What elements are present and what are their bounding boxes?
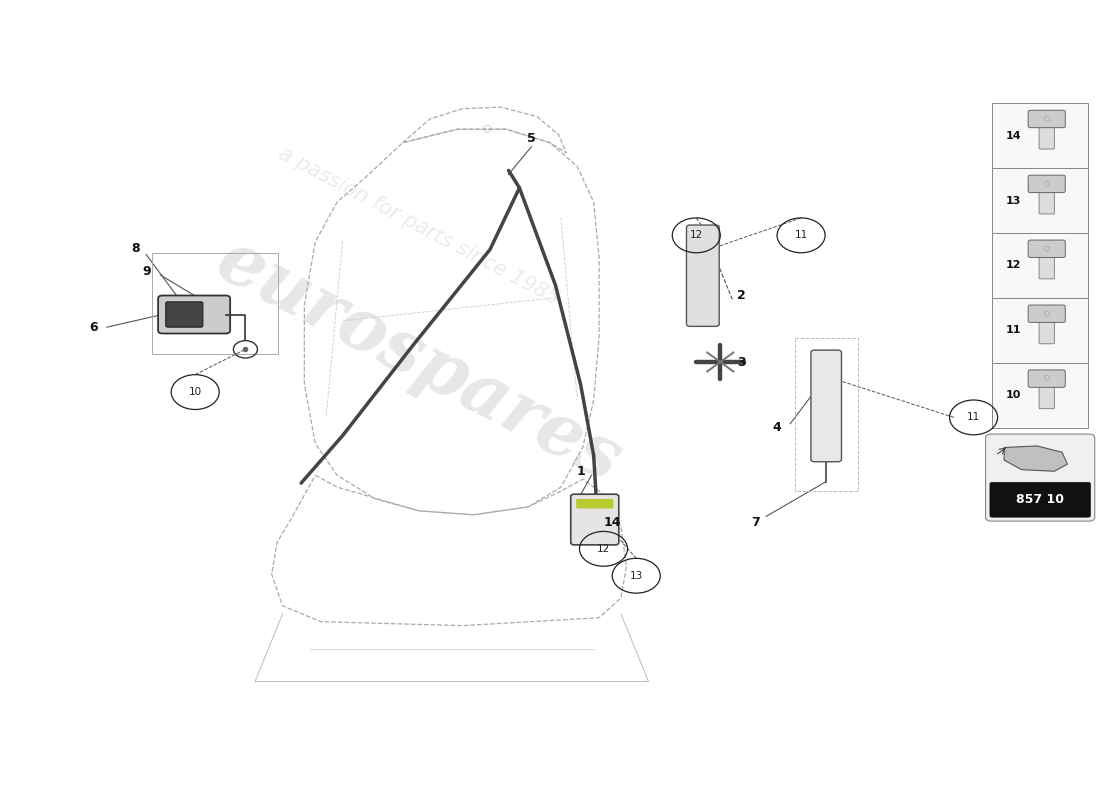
Text: 5: 5 xyxy=(527,132,536,146)
Text: 8: 8 xyxy=(131,242,140,254)
Text: 11: 11 xyxy=(1005,326,1021,335)
Text: 4: 4 xyxy=(772,422,781,434)
FancyBboxPatch shape xyxy=(1028,175,1065,193)
FancyBboxPatch shape xyxy=(992,362,1088,428)
Polygon shape xyxy=(1004,446,1067,471)
Text: ⬡: ⬡ xyxy=(1044,115,1049,121)
Text: 13: 13 xyxy=(629,570,642,581)
Text: 11: 11 xyxy=(967,413,980,422)
FancyBboxPatch shape xyxy=(992,103,1088,168)
Text: ⬡: ⬡ xyxy=(483,124,491,134)
Text: ⬡: ⬡ xyxy=(1044,245,1049,251)
Text: 857 10: 857 10 xyxy=(1016,494,1064,506)
FancyBboxPatch shape xyxy=(990,482,1090,517)
Text: ⬡: ⬡ xyxy=(1044,375,1049,381)
Text: 14: 14 xyxy=(604,516,622,530)
Text: 2: 2 xyxy=(737,289,746,302)
FancyBboxPatch shape xyxy=(986,434,1094,521)
Text: 3: 3 xyxy=(737,355,746,369)
Text: ⬡: ⬡ xyxy=(1044,180,1049,186)
Text: eurospares: eurospares xyxy=(205,224,634,497)
Text: 1: 1 xyxy=(576,465,585,478)
FancyBboxPatch shape xyxy=(811,350,842,462)
Text: 11: 11 xyxy=(794,230,807,240)
FancyBboxPatch shape xyxy=(992,168,1088,233)
Text: 7: 7 xyxy=(751,516,760,530)
FancyBboxPatch shape xyxy=(166,302,202,327)
FancyBboxPatch shape xyxy=(1040,126,1054,149)
FancyBboxPatch shape xyxy=(1028,305,1065,322)
FancyBboxPatch shape xyxy=(1040,190,1054,214)
FancyBboxPatch shape xyxy=(1040,320,1054,344)
Text: 12: 12 xyxy=(1005,261,1021,270)
Text: ⬡: ⬡ xyxy=(1044,310,1049,316)
Text: a passion for parts since 1985: a passion for parts since 1985 xyxy=(275,143,563,309)
FancyBboxPatch shape xyxy=(576,499,614,509)
FancyBboxPatch shape xyxy=(1040,255,1054,279)
FancyBboxPatch shape xyxy=(686,225,719,326)
Text: 6: 6 xyxy=(89,321,98,334)
Text: 12: 12 xyxy=(597,544,611,554)
Text: 12: 12 xyxy=(690,230,703,240)
Text: 13: 13 xyxy=(1005,195,1021,206)
FancyBboxPatch shape xyxy=(992,298,1088,362)
Text: 14: 14 xyxy=(1005,130,1021,141)
FancyBboxPatch shape xyxy=(571,494,619,545)
FancyBboxPatch shape xyxy=(992,233,1088,298)
Text: 10: 10 xyxy=(188,387,201,397)
FancyBboxPatch shape xyxy=(1028,110,1065,128)
Text: 10: 10 xyxy=(1005,390,1021,400)
Text: 9: 9 xyxy=(143,266,152,278)
FancyBboxPatch shape xyxy=(1028,240,1065,258)
FancyBboxPatch shape xyxy=(158,295,230,334)
FancyBboxPatch shape xyxy=(1028,370,1065,387)
FancyBboxPatch shape xyxy=(1040,385,1054,409)
